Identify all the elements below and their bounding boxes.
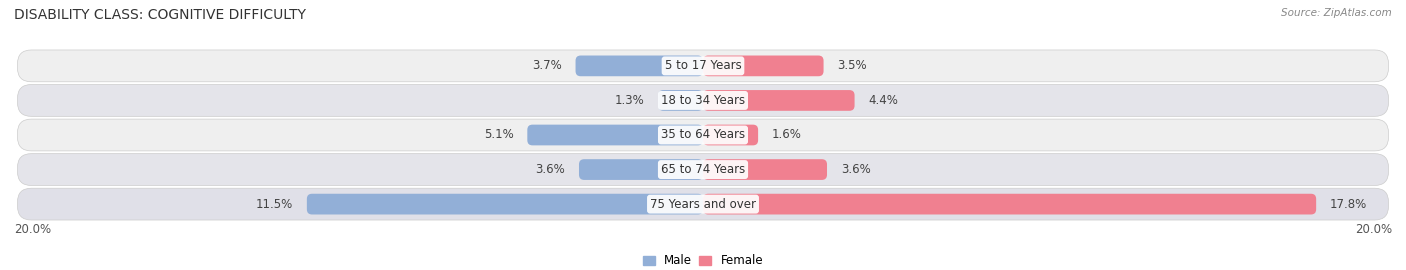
- Text: 20.0%: 20.0%: [14, 223, 51, 236]
- FancyBboxPatch shape: [527, 125, 703, 145]
- Text: 5 to 17 Years: 5 to 17 Years: [665, 59, 741, 72]
- FancyBboxPatch shape: [658, 90, 703, 111]
- Text: 4.4%: 4.4%: [869, 94, 898, 107]
- FancyBboxPatch shape: [17, 154, 1389, 185]
- Text: 75 Years and over: 75 Years and over: [650, 198, 756, 211]
- FancyBboxPatch shape: [17, 188, 1389, 220]
- FancyBboxPatch shape: [579, 159, 703, 180]
- Text: 17.8%: 17.8%: [1330, 198, 1367, 211]
- Text: 1.6%: 1.6%: [772, 129, 801, 141]
- FancyBboxPatch shape: [703, 90, 855, 111]
- FancyBboxPatch shape: [703, 194, 1316, 214]
- FancyBboxPatch shape: [307, 194, 703, 214]
- Text: 65 to 74 Years: 65 to 74 Years: [661, 163, 745, 176]
- FancyBboxPatch shape: [703, 56, 824, 76]
- FancyBboxPatch shape: [703, 125, 758, 145]
- Text: 3.6%: 3.6%: [841, 163, 870, 176]
- Text: 3.6%: 3.6%: [536, 163, 565, 176]
- Text: DISABILITY CLASS: COGNITIVE DIFFICULTY: DISABILITY CLASS: COGNITIVE DIFFICULTY: [14, 8, 307, 22]
- Text: 35 to 64 Years: 35 to 64 Years: [661, 129, 745, 141]
- FancyBboxPatch shape: [17, 119, 1389, 151]
- Text: 18 to 34 Years: 18 to 34 Years: [661, 94, 745, 107]
- FancyBboxPatch shape: [575, 56, 703, 76]
- FancyBboxPatch shape: [17, 50, 1389, 82]
- Text: Source: ZipAtlas.com: Source: ZipAtlas.com: [1281, 8, 1392, 18]
- FancyBboxPatch shape: [703, 159, 827, 180]
- Legend: Male, Female: Male, Female: [643, 254, 763, 267]
- Text: 20.0%: 20.0%: [1355, 223, 1392, 236]
- Text: 3.7%: 3.7%: [531, 59, 562, 72]
- Text: 5.1%: 5.1%: [484, 129, 513, 141]
- FancyBboxPatch shape: [17, 85, 1389, 116]
- Text: 1.3%: 1.3%: [614, 94, 644, 107]
- Text: 3.5%: 3.5%: [838, 59, 868, 72]
- Text: 11.5%: 11.5%: [256, 198, 292, 211]
